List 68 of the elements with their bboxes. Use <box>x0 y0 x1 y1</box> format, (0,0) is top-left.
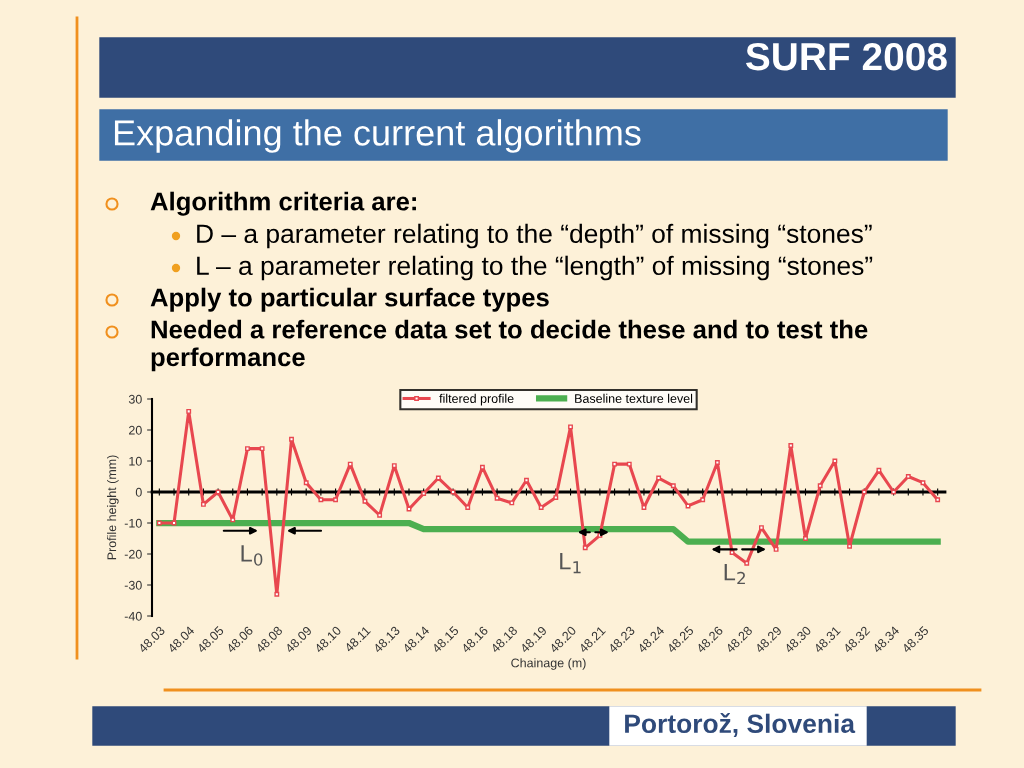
point <box>847 543 852 549</box>
point <box>920 480 926 486</box>
point <box>230 517 236 523</box>
text: Algorithm criteria are: <box>150 191 416 216</box>
point <box>494 495 500 501</box>
y-tick-label: -20 <box>124 549 142 559</box>
point <box>876 467 882 473</box>
point <box>935 497 941 503</box>
point <box>553 495 559 501</box>
point <box>626 461 632 467</box>
legend-label: filtered profile <box>439 393 514 406</box>
point <box>905 474 911 479</box>
point <box>289 436 294 442</box>
point <box>465 505 471 510</box>
point <box>788 443 794 448</box>
text: Apply to particular surface types <box>150 287 549 312</box>
point <box>670 483 676 489</box>
point <box>538 505 544 510</box>
annotation: L$_{2}$ <box>724 563 745 585</box>
point <box>612 461 618 467</box>
legend-label: Baseline texture level <box>575 393 693 403</box>
y-axis-title: Profile height (mm) <box>107 455 119 560</box>
y-tick-label: -30 <box>124 580 142 590</box>
point <box>759 525 764 531</box>
text: Portorož, Slovenia <box>625 713 856 737</box>
point <box>803 536 808 541</box>
chart-title: Expanding the current algorithms <box>114 119 641 153</box>
point <box>509 500 515 506</box>
text: D – a parameter relating to the “depth” of missing “stones” <box>197 223 872 249</box>
text: L – a parameter relating to the “length” of missing “stones” <box>197 255 873 281</box>
annotation: L$_{0}$ <box>241 545 263 566</box>
y-tick-label: -10 <box>124 518 142 528</box>
point <box>318 497 324 503</box>
point <box>479 464 485 470</box>
point <box>362 498 368 504</box>
point <box>156 520 162 526</box>
point <box>568 424 573 430</box>
text: Needed a reference data set to decide these and to test the performance <box>151 319 868 372</box>
point <box>274 591 280 597</box>
point <box>186 408 192 414</box>
point <box>421 491 427 496</box>
annotation: L$_{1}$ <box>560 553 581 574</box>
point <box>729 550 735 555</box>
y-tick-label: 30 <box>128 394 142 404</box>
point <box>303 480 309 486</box>
y-tick-label: -40 <box>124 611 142 621</box>
point <box>391 463 397 469</box>
point <box>641 505 647 510</box>
point <box>377 512 383 518</box>
point <box>524 477 529 483</box>
point <box>259 446 265 452</box>
y-tick-label: 10 <box>129 456 142 466</box>
point <box>333 497 338 503</box>
point <box>817 483 823 489</box>
point <box>700 497 706 503</box>
point <box>832 458 838 464</box>
point <box>744 560 750 566</box>
y-tick-label: 20 <box>129 425 142 435</box>
point <box>200 501 206 507</box>
point <box>347 461 353 467</box>
point <box>773 546 779 552</box>
x-axis-title: Chainage (m) <box>511 658 586 670</box>
text: SURF 2008 <box>745 42 947 71</box>
point <box>656 475 662 481</box>
point <box>714 460 720 465</box>
point <box>582 545 588 551</box>
point <box>245 446 250 452</box>
y-tick-label: 0 <box>135 487 142 497</box>
